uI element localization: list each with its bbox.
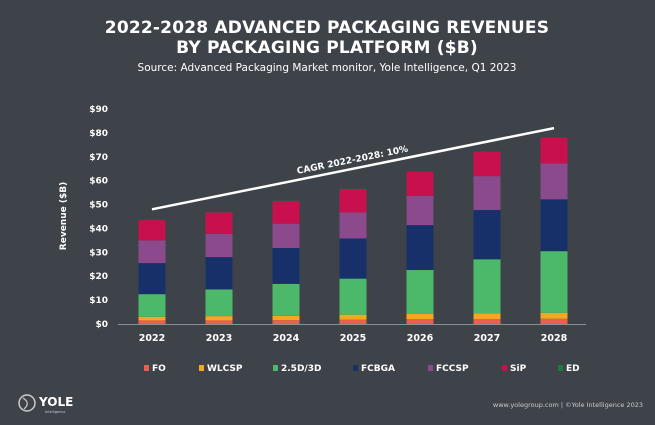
y-tick-label: $30	[89, 248, 108, 258]
bar-WLCSP-2026	[406, 313, 434, 319]
legend-item-FCCSP: FCCSP	[428, 364, 469, 374]
logo-subtext: Intelligence	[45, 410, 65, 414]
bar-SiP-2026	[406, 171, 434, 196]
bar-stack-2028	[540, 137, 568, 324]
bar-WLCSP-2023	[205, 316, 233, 321]
chart-source: Source: Advanced Packaging Market monito…	[138, 62, 517, 74]
bar-stack-2026	[406, 171, 434, 324]
bar-WLCSP-2028	[540, 312, 568, 319]
x-tick-label: 2025	[340, 333, 366, 344]
legend-label: WLCSP	[207, 364, 243, 374]
bar-FCBGA-2022	[138, 263, 166, 295]
bar-FCCSP-2028	[540, 163, 568, 200]
bar-FCCSP-2023	[205, 233, 233, 258]
bar-WLCSP-2025	[339, 314, 367, 320]
y-tick-label: $0	[95, 320, 108, 330]
y-axis-label: Revenue ($B)	[59, 182, 69, 250]
legend-label: SiP	[510, 364, 527, 374]
bar-2.5D/3D-2028	[540, 251, 568, 313]
bar-stack-2022	[138, 219, 166, 324]
legend-label: ED	[566, 364, 580, 374]
bar-2.5D/3D-2026	[406, 270, 434, 314]
legend-swatch	[428, 365, 433, 371]
y-tick-label: $10	[89, 296, 108, 306]
legend-swatch	[273, 365, 278, 371]
x-tick-label: 2022	[139, 333, 165, 344]
footer-credit: www.yolegroup.com | ©Yole Intelligence 2…	[493, 401, 643, 409]
legend-item-ED: ED	[558, 364, 580, 374]
legend-label: FCCSP	[436, 364, 469, 374]
bar-SiP-2022	[138, 220, 166, 241]
cagr-trend-line	[151, 126, 555, 211]
bar-FCBGA-2023	[205, 257, 233, 290]
bar-SiP-2023	[205, 212, 233, 234]
bar-SiP-2028	[540, 137, 568, 164]
bar-FO-2026	[406, 318, 434, 324]
bar-WLCSP-2027	[473, 313, 501, 319]
bar-stack-2024	[272, 200, 300, 324]
y-tick-label: $70	[89, 153, 108, 163]
y-tick-label: $40	[89, 224, 108, 234]
bar-FCBGA-2028	[540, 199, 568, 252]
legend-label: FCBGA	[361, 364, 395, 374]
x-tick-label: 2028	[541, 333, 568, 344]
chart-title-line1: 2022-2028 ADVANCED PACKAGING REVENUES	[105, 18, 549, 38]
bar-stack-2023	[205, 212, 233, 324]
bar-FCBGA-2026	[406, 225, 434, 271]
legend-swatch	[353, 365, 358, 371]
chart-title-line2: BY PACKAGING PLATFORM ($B)	[176, 38, 478, 58]
bar-FCCSP-2027	[473, 176, 501, 211]
y-tick-label: $20	[89, 272, 108, 282]
bar-2.5D/3D-2022	[138, 294, 166, 317]
legend-swatch	[144, 365, 149, 371]
bar-FCCSP-2026	[406, 195, 434, 226]
bar-FCBGA-2025	[339, 238, 367, 279]
bar-FCCSP-2022	[138, 240, 166, 264]
y-tick-label: $50	[89, 201, 108, 211]
bar-FO-2027	[473, 318, 501, 324]
bar-FCCSP-2024	[272, 223, 300, 249]
bar-SiP-2025	[339, 189, 367, 213]
bar-FCCSP-2025	[339, 212, 367, 239]
legend-swatch	[199, 365, 204, 371]
bar-FO-2023	[205, 320, 233, 324]
legend-swatch	[558, 365, 563, 371]
bar-stack-2025	[339, 188, 367, 324]
yole-logo: YOLE Intelligence	[18, 394, 73, 414]
bar-2.5D/3D-2024	[272, 283, 300, 316]
x-tick-label: 2024	[273, 333, 300, 344]
bar-WLCSP-2024	[272, 315, 300, 321]
legend-item-SiP: SiP	[502, 364, 527, 374]
bar-WLCSP-2022	[138, 316, 166, 321]
legend-label: 2.5D/3D	[281, 364, 321, 374]
bar-FO-2028	[540, 318, 568, 324]
y-tick-label: $60	[89, 177, 108, 187]
bar-2.5D/3D-2025	[339, 278, 367, 315]
legend-item-2.5D/3D: 2.5D/3D	[273, 364, 321, 374]
bar-FO-2025	[339, 319, 367, 324]
bar-SiP-2024	[272, 200, 300, 224]
y-tick-label: $80	[89, 129, 108, 139]
x-tick-label: 2023	[206, 333, 232, 344]
x-tick-label: 2026	[407, 333, 434, 344]
legend-item-WLCSP: WLCSP	[199, 364, 243, 374]
legend-swatch	[502, 365, 507, 371]
bar-stack-2027	[473, 151, 501, 324]
legend-label: FO	[152, 364, 166, 374]
bar-FO-2024	[272, 320, 300, 324]
bar-2.5D/3D-2027	[473, 259, 501, 314]
bar-SiP-2027	[473, 151, 501, 177]
bar-FCBGA-2027	[473, 210, 501, 260]
y-tick-label: $90	[89, 105, 108, 115]
legend-item-FO: FO	[144, 364, 166, 374]
bar-FO-2022	[138, 320, 166, 324]
logo-text: YOLE	[38, 395, 73, 409]
x-tick-label: 2027	[474, 333, 500, 344]
bar-2.5D/3D-2023	[205, 289, 233, 317]
legend-item-FCBGA: FCBGA	[353, 364, 395, 374]
bar-FCBGA-2024	[272, 248, 300, 284]
